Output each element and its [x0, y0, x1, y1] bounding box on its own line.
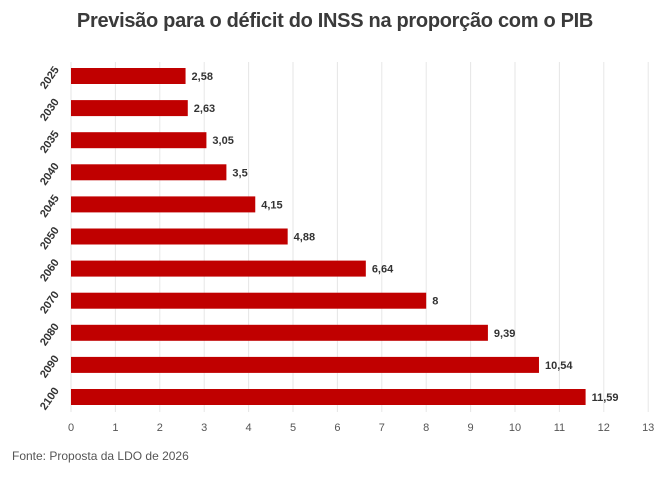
x-tick-label: 1 — [112, 422, 118, 434]
category-labels: 2025 2030 2035 2040 2045 2050 2060 2070 2080 2090… — [38, 64, 62, 412]
category-label: 2070 — [38, 289, 62, 316]
x-tick-label: 11 — [554, 422, 565, 434]
bar — [71, 132, 207, 149]
bar-value-label: 3,5 — [232, 167, 247, 179]
bar — [71, 228, 288, 245]
bar-value-label: 10,54 — [545, 360, 573, 372]
bar — [71, 100, 188, 117]
x-tick-label: 12 — [598, 422, 610, 434]
category-label: 2090 — [38, 353, 62, 380]
category-label: 2100 — [38, 385, 62, 412]
bars — [71, 68, 586, 405]
bar — [71, 164, 227, 181]
bar-value-label: 8 — [432, 296, 438, 308]
category-label: 2035 — [38, 129, 62, 156]
x-tick-label: 13 — [642, 422, 654, 434]
chart-title: Previsão para o déficit do INSS na propo… — [76, 10, 594, 32]
bar — [71, 324, 488, 341]
bar-value-label: 9,39 — [494, 328, 515, 340]
x-tick-label: 3 — [201, 422, 207, 434]
bar — [71, 68, 186, 84]
x-tick-label: 0 — [68, 422, 74, 434]
category-label: 2050 — [38, 225, 62, 252]
category-label: 2080 — [38, 321, 62, 348]
bar-chart: 2,58 2,63 3,05 3,5 4,15 4,88 6,64 8 9,39 10,54 11,… — [38, 62, 654, 434]
x-tick-labels: 0 1 2 3 4 5 6 7 8 9 10 11 12 13 — [68, 422, 654, 434]
x-tick-label: 5 — [290, 422, 296, 434]
x-tick-label: 6 — [334, 422, 340, 434]
bar — [71, 292, 427, 309]
bar-value-label: 4,15 — [261, 199, 282, 211]
x-tick-label: 4 — [246, 422, 252, 434]
x-tick-label: 2 — [157, 422, 163, 434]
bar — [71, 196, 256, 213]
source-note: Fonte: Proposta da LDO de 2026 — [12, 449, 189, 463]
category-label: 2060 — [38, 257, 62, 284]
x-tick-label: 7 — [379, 422, 385, 434]
bar-value-label: 2,58 — [192, 71, 213, 83]
x-tick-label: 9 — [468, 422, 474, 434]
category-label: 2045 — [38, 193, 62, 220]
bar — [71, 356, 539, 373]
bar-value-labels: 2,58 2,63 3,05 3,5 4,15 4,88 6,64 8 9,39 10,54 11,… — [192, 71, 619, 404]
bar-value-label: 2,63 — [194, 103, 215, 115]
category-label: 2030 — [38, 97, 62, 124]
category-label: 2040 — [38, 161, 62, 188]
bar-value-label: 3,05 — [212, 135, 233, 147]
category-label: 2025 — [38, 64, 62, 91]
bar-value-label: 4,88 — [294, 232, 315, 244]
bar-value-label: 11,59 — [592, 392, 619, 404]
x-tick-label: 10 — [509, 422, 521, 434]
bar-value-label: 6,64 — [372, 264, 394, 276]
bar — [71, 260, 366, 277]
x-tick-label: 8 — [423, 422, 429, 434]
bar — [71, 389, 586, 405]
